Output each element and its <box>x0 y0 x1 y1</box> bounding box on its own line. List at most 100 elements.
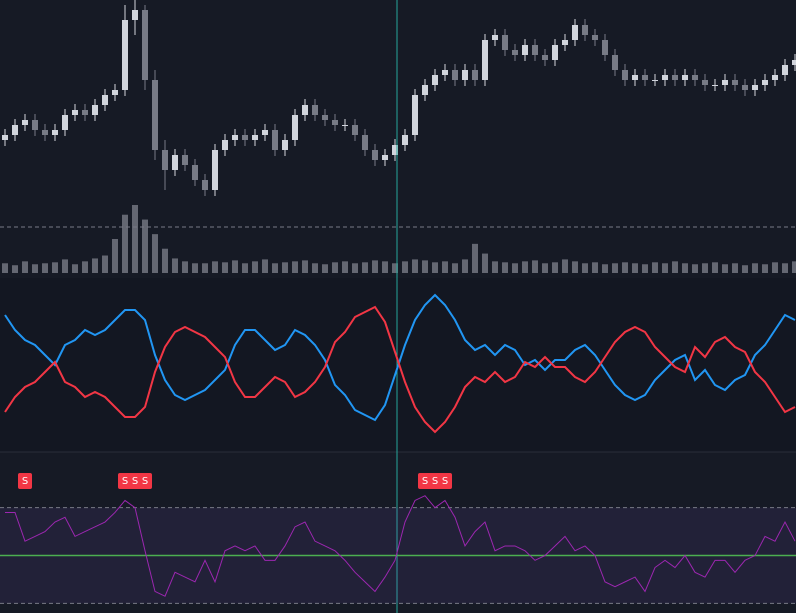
candle-body <box>652 80 658 81</box>
candle-body <box>322 115 328 120</box>
candle-body <box>402 135 408 145</box>
candle-body <box>522 45 528 55</box>
volume-bar <box>432 262 438 273</box>
rsi-line <box>5 495 796 597</box>
candle-body <box>262 130 268 135</box>
candle-body <box>602 40 608 55</box>
volume-bar <box>742 265 748 273</box>
volume-bar <box>452 263 458 273</box>
candle-body <box>282 140 288 150</box>
signal-marker <box>18 473 32 489</box>
candle-body <box>132 10 138 20</box>
volume-bar <box>42 263 48 273</box>
candle-body <box>112 90 118 95</box>
candle-body <box>722 80 728 85</box>
volume-bar <box>72 264 78 273</box>
volume-bar <box>632 263 638 273</box>
candle-body <box>202 180 208 190</box>
volume-bar <box>252 261 258 273</box>
volume-bar <box>342 261 348 273</box>
volume-bar <box>122 214 128 273</box>
candle-body <box>152 80 158 150</box>
volume-bar <box>752 263 758 273</box>
volume-bar <box>162 248 168 273</box>
candle-body <box>422 85 428 95</box>
volume-bar <box>792 261 796 273</box>
volume-bar <box>112 239 118 273</box>
volume-bar <box>772 262 778 273</box>
candle-body <box>742 85 748 90</box>
candle-body <box>482 40 488 80</box>
volume-bar <box>482 253 488 273</box>
volume-bar <box>712 262 718 273</box>
candle-body <box>562 40 568 45</box>
candle-body <box>532 45 538 55</box>
candle-body <box>212 150 218 190</box>
volume-bar <box>12 265 18 273</box>
volume-bar <box>682 263 688 273</box>
candle-body <box>552 45 558 60</box>
volume-bar <box>182 261 188 273</box>
volume-bar <box>592 262 598 273</box>
signal-marker <box>138 473 152 489</box>
candle-body <box>102 95 108 105</box>
volume-bar <box>142 219 148 273</box>
candle-body <box>582 25 588 35</box>
candle-body <box>32 120 38 130</box>
line-series <box>4 305 796 434</box>
signal-label: S <box>432 476 438 487</box>
candle-body <box>442 70 448 75</box>
volume-bar <box>172 258 178 273</box>
volume-bar <box>572 261 578 273</box>
candle-body <box>52 130 58 135</box>
volume-bar <box>732 263 738 273</box>
candle-body <box>492 35 498 40</box>
volume-bar <box>262 259 268 273</box>
volume-bar <box>442 261 448 273</box>
candle-body <box>252 135 258 140</box>
volume-bar <box>522 261 528 273</box>
candle-body <box>62 115 68 130</box>
candle-body <box>472 70 478 80</box>
candle-body <box>782 65 788 75</box>
candle-body <box>412 95 418 135</box>
volume-bar <box>622 262 628 273</box>
volume-bar <box>602 264 608 273</box>
candle-body <box>502 35 508 50</box>
candle-body <box>672 75 678 80</box>
volume-bar <box>692 264 698 273</box>
candle-body <box>732 80 738 85</box>
volume-bar <box>232 260 238 273</box>
volume-bar <box>612 263 618 273</box>
candle-body <box>792 60 796 65</box>
candle-body <box>662 75 668 80</box>
candle-body <box>432 75 438 85</box>
candle-body <box>122 20 128 90</box>
volume-bar <box>22 261 28 273</box>
volume-bar <box>82 261 88 273</box>
volume-bar <box>352 263 358 273</box>
volume-bar <box>382 261 388 273</box>
volume-bar <box>652 262 658 273</box>
candle-body <box>572 25 578 40</box>
candle-body <box>232 135 238 140</box>
candle-body <box>372 150 378 160</box>
candle-body <box>312 105 318 115</box>
candle-body <box>772 75 778 80</box>
candle-body <box>692 75 698 80</box>
volume-bar <box>192 263 198 273</box>
signal-marker <box>438 473 452 489</box>
volume-bar <box>582 263 588 273</box>
price-pane <box>0 0 796 278</box>
candle-body <box>362 135 368 150</box>
volume-bar <box>152 234 158 273</box>
candle-body <box>382 155 388 160</box>
volume-bar <box>362 262 368 273</box>
candle-body <box>172 155 178 170</box>
volume-bar <box>32 264 38 273</box>
candle-body <box>342 125 348 126</box>
volume-bar <box>462 259 468 273</box>
volume-bar <box>302 260 308 273</box>
candle-body <box>302 105 308 115</box>
candle-body <box>682 75 688 80</box>
